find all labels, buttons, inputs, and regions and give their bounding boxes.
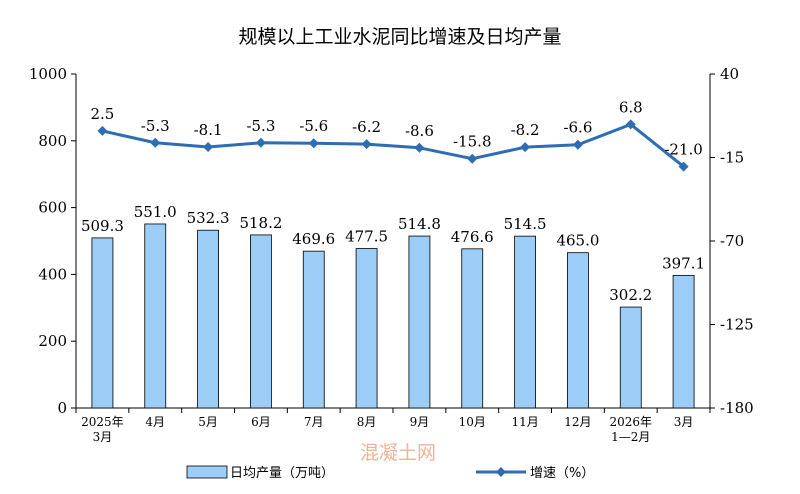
line-series: 2.5 -5.3 -8.1 -5.3 -5.6 -6.2 -8.6 -15.8 -8.2 -6.6… bbox=[90, 98, 703, 172]
bar bbox=[144, 223, 167, 409]
bar-value-label: 302.2 bbox=[609, 286, 652, 304]
x-tick-label: 12月 bbox=[564, 415, 591, 429]
x-tick-label: 5月 bbox=[198, 415, 218, 429]
right-tick-label: -180 bbox=[720, 399, 754, 417]
line-point bbox=[361, 139, 372, 150]
line-value-label: -6.6 bbox=[563, 119, 592, 137]
x-tick-label: 3月 bbox=[93, 430, 113, 444]
line-value-label: -8.6 bbox=[405, 122, 434, 140]
bar-value-label: 477.5 bbox=[345, 228, 388, 246]
x-tick-label: 4月 bbox=[145, 415, 165, 429]
bar bbox=[461, 248, 484, 409]
left-tick-label: 600 bbox=[38, 199, 67, 217]
line-point bbox=[572, 139, 583, 150]
bar bbox=[197, 229, 219, 409]
bar bbox=[567, 252, 589, 409]
bar-value-label: 465.0 bbox=[556, 232, 599, 250]
bar bbox=[514, 235, 536, 409]
x-tick-label: 10月 bbox=[459, 415, 486, 429]
right-tick-label: -125 bbox=[720, 316, 754, 334]
growth-line bbox=[102, 122, 685, 168]
legend: 日均产量（万吨） 增速（%） bbox=[186, 465, 594, 481]
line-point bbox=[308, 138, 319, 149]
x-tick-label: 2025年 bbox=[81, 415, 124, 429]
line-value-label: -15.8 bbox=[453, 133, 491, 151]
right-axis: -180 -125 -70 -15 40 bbox=[709, 65, 754, 417]
line-point bbox=[520, 142, 531, 153]
left-tick-label: 400 bbox=[38, 265, 67, 283]
bar-value-label: 514.8 bbox=[398, 215, 441, 233]
bar-value-label: 476.6 bbox=[451, 228, 494, 246]
line-value-label: -8.1 bbox=[194, 121, 223, 139]
line-value-label: -5.3 bbox=[141, 117, 170, 135]
right-tick-label: -15 bbox=[720, 149, 744, 167]
x-tick-label: 1—2月 bbox=[611, 430, 650, 444]
chart-title: 规模以上工业水泥同比增速及日均产量 bbox=[238, 26, 561, 48]
bar-series: 509.3 551.0 532.3 518.2 469.6 477.5 514.8 476.6… bbox=[81, 203, 705, 409]
line-value-label: -21.0 bbox=[664, 141, 702, 159]
line-value-label: -5.3 bbox=[246, 117, 275, 135]
legend-line-marker bbox=[496, 467, 506, 477]
bar-value-label: 469.6 bbox=[292, 230, 335, 248]
left-tick-label: 0 bbox=[57, 399, 67, 417]
bar bbox=[408, 235, 431, 409]
right-tick-label: 40 bbox=[720, 65, 739, 83]
x-tick-label: 7月 bbox=[304, 415, 324, 429]
line-value-label: -6.2 bbox=[352, 118, 381, 136]
line-point bbox=[97, 125, 108, 136]
legend-line-label: 增速（%） bbox=[530, 466, 594, 481]
bar bbox=[355, 248, 378, 409]
line-value-label: 2.5 bbox=[90, 105, 114, 123]
bar-value-label: 397.1 bbox=[662, 254, 705, 272]
legend-bar-label: 日均产量（万吨） bbox=[230, 466, 334, 481]
x-tick-label: 2026年 bbox=[609, 415, 652, 429]
line-point bbox=[467, 153, 478, 164]
x-tick-label: 8月 bbox=[357, 415, 377, 429]
left-tick-label: 200 bbox=[38, 332, 67, 350]
bar-value-label: 551.0 bbox=[134, 203, 177, 221]
line-point bbox=[678, 161, 689, 172]
line-value-label: -5.6 bbox=[299, 117, 328, 135]
x-tick-label: 9月 bbox=[410, 415, 430, 429]
line-value-label: -8.2 bbox=[511, 121, 540, 139]
bar bbox=[91, 237, 114, 409]
line-point bbox=[255, 137, 266, 148]
right-tick-label: -70 bbox=[720, 232, 744, 250]
bar-value-label: 514.5 bbox=[504, 215, 547, 233]
left-axis: 0 200 400 600 800 1000 bbox=[29, 65, 77, 417]
left-tick-label: 800 bbox=[38, 132, 67, 150]
x-tick-label: 3月 bbox=[674, 415, 694, 429]
watermark: 混凝土网 bbox=[360, 442, 436, 464]
legend-bar-swatch bbox=[186, 465, 228, 479]
x-tick-label: 6月 bbox=[251, 415, 271, 429]
bar bbox=[672, 274, 695, 409]
line-value-label: 6.8 bbox=[619, 98, 643, 116]
line-point bbox=[150, 137, 161, 148]
line-point bbox=[625, 119, 636, 130]
bar bbox=[302, 250, 325, 409]
bar-value-label: 518.2 bbox=[239, 214, 282, 232]
bar-value-label: 532.3 bbox=[187, 209, 230, 227]
line-point bbox=[414, 142, 425, 153]
bar bbox=[619, 306, 642, 409]
bar bbox=[250, 234, 272, 409]
bar-value-label: 509.3 bbox=[81, 217, 124, 235]
left-tick-label: 1000 bbox=[29, 65, 67, 83]
x-tick-label: 11月 bbox=[511, 415, 538, 429]
line-point bbox=[203, 142, 214, 153]
